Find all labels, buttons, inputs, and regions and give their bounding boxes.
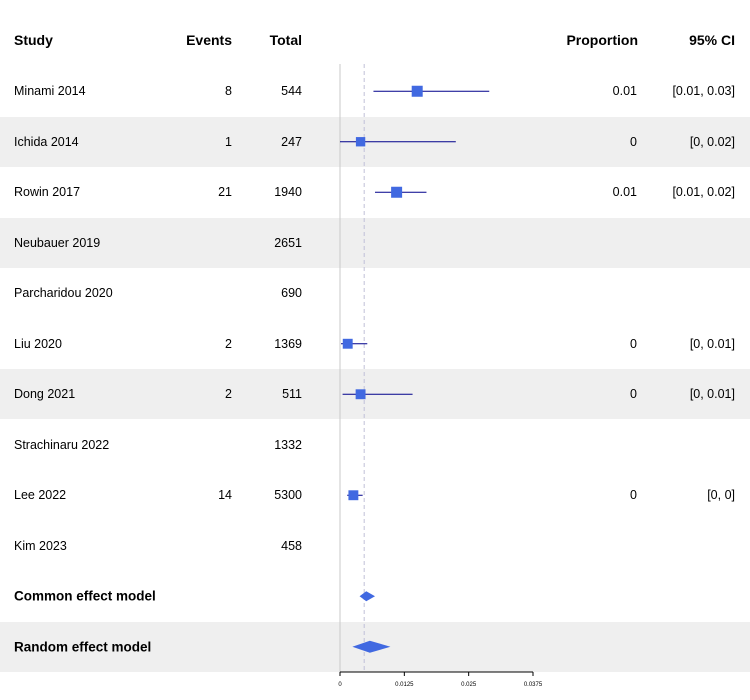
cell-ci: [0.01, 0.02] <box>672 185 735 199</box>
cell-study: Neubauer 2019 <box>14 235 101 250</box>
table-row: Rowin 2017 21 1940 0.01 [0.01, 0.02] <box>0 167 750 217</box>
cell-proportion: 0 <box>630 488 637 502</box>
cell-study: Minami 2014 <box>14 84 86 98</box>
x-axis-tick-label: 0.025 <box>461 682 477 688</box>
cell-ci: [0, 0.02] <box>689 134 735 149</box>
table-row: Kim 2023 458 <box>0 521 750 571</box>
x-axis-tick-label: 0.0125 <box>395 682 414 688</box>
cell-events: 21 <box>218 185 232 199</box>
cell-study: Rowin 2017 <box>14 185 81 199</box>
header-study: Study <box>14 32 53 48</box>
cell-proportion: 0 <box>630 387 637 401</box>
header-proportion: Proportion <box>566 32 638 48</box>
header-ci: 95% CI <box>689 32 735 48</box>
cell-study: Liu 2020 <box>14 336 62 351</box>
cell-total: 1940 <box>274 185 302 199</box>
cell-study: Ichida 2014 <box>14 134 79 149</box>
cell-total: 544 <box>281 84 302 98</box>
table-row: Liu 2020 2 1369 0 [0, 0.01] <box>0 319 750 369</box>
cell-study: Parcharidou 2020 <box>14 286 113 300</box>
cell-total: 247 <box>281 134 302 149</box>
cell-events: 2 <box>225 336 232 351</box>
cell-total: 2651 <box>274 235 302 250</box>
table-row: Dong 2021 2 511 0 [0, 0.01] <box>0 369 750 419</box>
cell-proportion: 0 <box>630 336 637 351</box>
summary-label: Common effect model <box>14 588 156 604</box>
cell-study: Strachinaru 2022 <box>14 437 110 452</box>
summary-label: Random effect model <box>14 639 152 654</box>
header-total: Total <box>269 32 302 48</box>
header-events: Events <box>186 32 232 48</box>
table-row: Neubauer 2019 2651 <box>0 217 750 268</box>
table-row: Ichida 2014 1 247 0 [0, 0.02] <box>0 116 750 167</box>
cell-ci: [0.01, 0.03] <box>672 84 735 98</box>
table-row: Minami 2014 8 544 0.01 [0.01, 0.03] <box>0 66 750 116</box>
cell-proportion: 0 <box>630 134 637 149</box>
cell-events: 1 <box>225 134 232 149</box>
x-axis-tick-label: 0 <box>338 682 342 688</box>
table-row: Parcharidou 2020 690 <box>0 268 750 318</box>
cell-ci: [0, 0.01] <box>689 387 735 401</box>
cell-total: 690 <box>281 286 302 300</box>
cell-study: Dong 2021 <box>14 387 76 401</box>
cell-ci: [0, 0.01] <box>689 336 735 351</box>
cell-proportion: 0.01 <box>612 84 637 98</box>
cell-total: 1369 <box>274 336 302 351</box>
summary-row: Random effect model <box>0 621 750 672</box>
cell-ci: [0, 0] <box>707 488 735 502</box>
cell-events: 2 <box>225 387 232 401</box>
cell-proportion: 0.01 <box>612 185 637 199</box>
table-row: Strachinaru 2022 1332 <box>0 420 750 470</box>
summary-row: Common effect model <box>0 571 750 621</box>
cell-events: 8 <box>225 84 232 98</box>
cell-total: 5300 <box>274 488 302 502</box>
cell-study: Kim 2023 <box>14 538 67 553</box>
cell-total: 511 <box>282 387 302 401</box>
cell-total: 458 <box>281 538 302 553</box>
x-axis-tick-label: 0.0375 <box>524 682 543 688</box>
cell-study: Lee 2022 <box>14 488 67 502</box>
cell-events: 14 <box>218 488 232 502</box>
table-row: Lee 2022 14 5300 0 [0, 0] <box>0 470 750 520</box>
cell-total: 1332 <box>274 437 302 452</box>
